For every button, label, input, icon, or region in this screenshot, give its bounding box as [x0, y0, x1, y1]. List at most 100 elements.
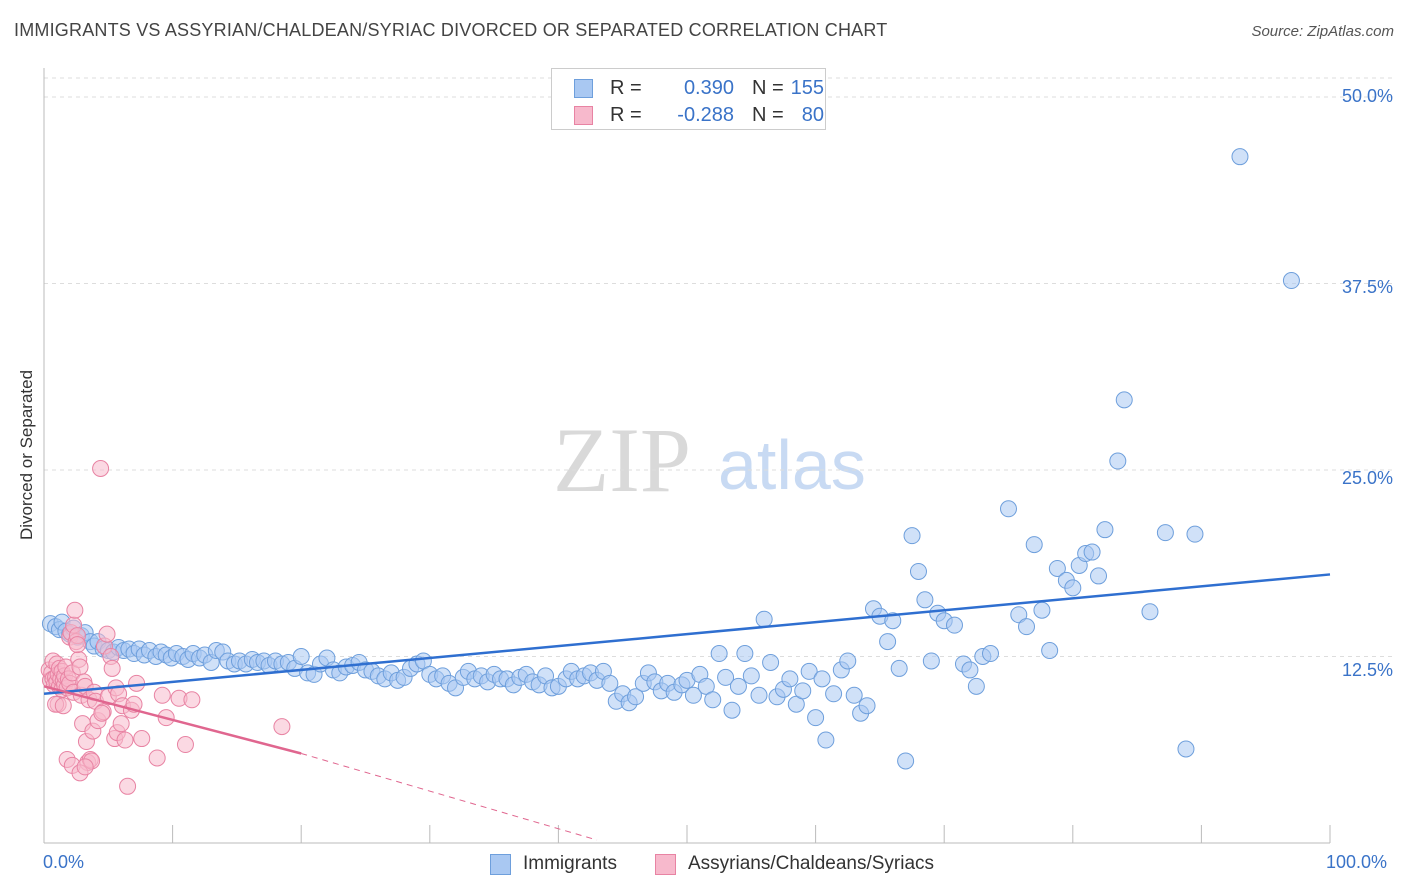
- y-tick-label: 50.0%: [1341, 86, 1393, 106]
- immigrants-point: [1177, 740, 1195, 758]
- legend-r-value: 0.390: [683, 77, 734, 99]
- immigrants-point: [710, 645, 728, 663]
- immigrants-point: [825, 685, 843, 703]
- immigrants-point: [890, 659, 908, 677]
- immigrants-trend-line: [43, 573, 1331, 696]
- bottom-legend-label: Assyrians/Chaldeans/Syriacs: [688, 853, 935, 874]
- legend-r-label: R =: [610, 77, 642, 99]
- immigrants-point: [717, 668, 735, 686]
- immigrants-point: [1033, 601, 1051, 619]
- immigrants-point: [1141, 603, 1159, 621]
- immigrants-point: [1010, 606, 1028, 624]
- immigrants-point: [945, 616, 963, 634]
- immigrants-point: [627, 688, 645, 706]
- immigrants-point: [909, 562, 927, 580]
- assyrians-point: [128, 674, 146, 692]
- immigrants-point: [729, 677, 747, 695]
- immigrants-point: [1156, 524, 1174, 542]
- watermark-atlas: atlas: [718, 426, 866, 504]
- assyrians-point: [93, 704, 111, 722]
- immigrants-point: [794, 682, 812, 700]
- assyrians-point: [103, 659, 121, 677]
- immigrants-point: [762, 653, 780, 671]
- assyrians-point: [98, 625, 116, 643]
- x-tick-label: 0.0%: [43, 852, 85, 872]
- immigrants-point: [723, 701, 741, 719]
- immigrants-point: [813, 670, 831, 688]
- immigrants-point: [1000, 500, 1017, 518]
- immigrants-point: [1025, 536, 1043, 554]
- legend-n-label: N =: [752, 77, 784, 99]
- assyrians-point: [273, 718, 291, 736]
- assyrians-point: [92, 460, 110, 478]
- immigrants-point: [704, 691, 722, 709]
- immigrants-point: [1090, 567, 1108, 585]
- immigrants-point: [967, 677, 985, 695]
- immigrants-point: [879, 633, 897, 651]
- immigrants-point: [817, 731, 835, 749]
- immigrants-point: [800, 662, 818, 680]
- legend-n-value: 80: [801, 104, 824, 126]
- immigrants-point: [742, 667, 760, 685]
- watermark-zip: ZIP: [553, 409, 691, 511]
- assyrians-point: [119, 777, 137, 795]
- immigrants-point: [884, 612, 902, 630]
- immigrants-point: [807, 709, 825, 727]
- assyrians-point: [54, 697, 72, 715]
- immigrants-point: [916, 591, 934, 609]
- immigrants-point: [1041, 642, 1059, 660]
- immigrants-point: [903, 527, 921, 545]
- bottom-legend-swatch-immigrants: [490, 854, 511, 875]
- assyrians-point: [66, 601, 84, 619]
- immigrants-point: [1018, 618, 1036, 636]
- immigrants-point: [981, 645, 999, 663]
- immigrants-point: [1048, 559, 1066, 577]
- source-credit: Source: ZipAtlas.com: [1251, 23, 1394, 40]
- immigrants-point: [1282, 272, 1300, 290]
- assyrians-point: [76, 758, 94, 776]
- immigrants-point: [684, 686, 702, 704]
- immigrants-point: [292, 648, 310, 665]
- immigrants-point: [1096, 521, 1114, 539]
- legend-r-value: -0.288: [677, 104, 734, 126]
- immigrants-point: [1115, 391, 1133, 409]
- immigrants-point: [897, 752, 915, 770]
- immigrants-point: [839, 652, 857, 670]
- y-tick-label: 25.0%: [1341, 468, 1393, 488]
- immigrants-point: [1064, 579, 1082, 597]
- assyrians-trend-line: [43, 685, 302, 755]
- legend-swatch-assyrians: [574, 106, 593, 125]
- legend-n-value: 155: [790, 77, 824, 99]
- immigrants-point: [858, 697, 876, 715]
- assyrians-point: [153, 686, 171, 704]
- bottom-legend-swatch-assyrians: [655, 854, 676, 875]
- y-tick-label: 37.5%: [1341, 277, 1393, 297]
- legend-r-label: R =: [610, 104, 642, 126]
- assyrians-point: [71, 658, 89, 676]
- stats-legend: R = 0.390 N = 155 R = -0.288 N = 80: [551, 68, 826, 130]
- legend-n-label: N =: [752, 104, 784, 126]
- y-tick-label: 12.5%: [1341, 660, 1393, 680]
- immigrants-point: [736, 645, 754, 663]
- assyrians-point: [148, 749, 166, 767]
- immigrants-point: [750, 686, 768, 704]
- y-axis-label: Divorced or Separated: [17, 369, 36, 541]
- assyrians-trend-extension: [301, 753, 598, 841]
- immigrants-point: [1186, 525, 1204, 543]
- assyrians-point: [116, 731, 134, 749]
- assyrians-point: [112, 715, 130, 733]
- immigrants-point: [1231, 148, 1249, 166]
- legend-swatch-immigrants: [574, 79, 593, 98]
- assyrians-point: [68, 636, 86, 654]
- bottom-legend-label: Immigrants: [523, 853, 617, 874]
- immigrants-point: [1109, 452, 1127, 470]
- immigrants-point: [781, 670, 799, 688]
- immigrants-point: [961, 661, 979, 679]
- immigrants-point: [845, 686, 863, 704]
- chart-title: IMMIGRANTS VS ASSYRIAN/CHALDEAN/SYRIAC D…: [14, 20, 888, 40]
- x-tick-label: 100.0%: [1326, 852, 1388, 872]
- immigrants-point: [1083, 543, 1101, 561]
- immigrants-point: [755, 610, 773, 628]
- immigrants-point: [922, 652, 940, 670]
